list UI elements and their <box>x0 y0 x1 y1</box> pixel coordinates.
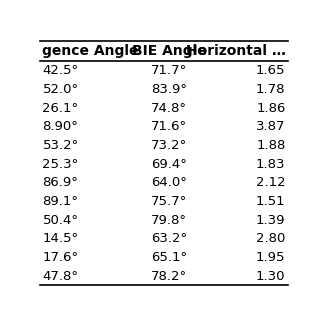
Text: 79.8°: 79.8° <box>151 213 187 227</box>
Text: 50.4°: 50.4° <box>43 213 78 227</box>
Text: 86.9°: 86.9° <box>43 176 78 189</box>
Text: 74.8°: 74.8° <box>151 101 187 115</box>
Text: 25.3°: 25.3° <box>43 157 79 171</box>
Text: 52.0°: 52.0° <box>43 83 79 96</box>
Text: 8.90°: 8.90° <box>43 120 78 133</box>
Text: 53.2°: 53.2° <box>43 139 79 152</box>
Text: 69.4°: 69.4° <box>151 157 187 171</box>
Text: BIE Angle: BIE Angle <box>132 44 206 58</box>
Text: 78.2°: 78.2° <box>151 269 187 283</box>
Text: 89.1°: 89.1° <box>43 195 78 208</box>
Text: 63.2°: 63.2° <box>151 232 187 245</box>
Text: 1.86: 1.86 <box>256 101 285 115</box>
Text: 1.95: 1.95 <box>256 251 285 264</box>
Text: 71.7°: 71.7° <box>151 64 187 77</box>
Text: gence Angle: gence Angle <box>43 44 139 58</box>
Text: 83.9°: 83.9° <box>151 83 187 96</box>
Text: 17.6°: 17.6° <box>43 251 79 264</box>
Text: 1.39: 1.39 <box>256 213 285 227</box>
Text: 42.5°: 42.5° <box>43 64 79 77</box>
Text: 1.88: 1.88 <box>256 139 285 152</box>
Text: Horizontal …: Horizontal … <box>186 44 285 58</box>
Text: 64.0°: 64.0° <box>151 176 187 189</box>
Text: 1.30: 1.30 <box>256 269 285 283</box>
Text: 75.7°: 75.7° <box>151 195 187 208</box>
Text: 47.8°: 47.8° <box>43 269 78 283</box>
Text: 14.5°: 14.5° <box>43 232 79 245</box>
Text: 3.87: 3.87 <box>256 120 285 133</box>
Text: 71.6°: 71.6° <box>151 120 187 133</box>
Text: 1.51: 1.51 <box>256 195 285 208</box>
Text: 1.65: 1.65 <box>256 64 285 77</box>
Text: 73.2°: 73.2° <box>151 139 187 152</box>
Text: 65.1°: 65.1° <box>151 251 187 264</box>
Text: 2.80: 2.80 <box>256 232 285 245</box>
Text: 2.12: 2.12 <box>256 176 285 189</box>
Text: 26.1°: 26.1° <box>43 101 79 115</box>
Text: 1.83: 1.83 <box>256 157 285 171</box>
Text: 1.78: 1.78 <box>256 83 285 96</box>
